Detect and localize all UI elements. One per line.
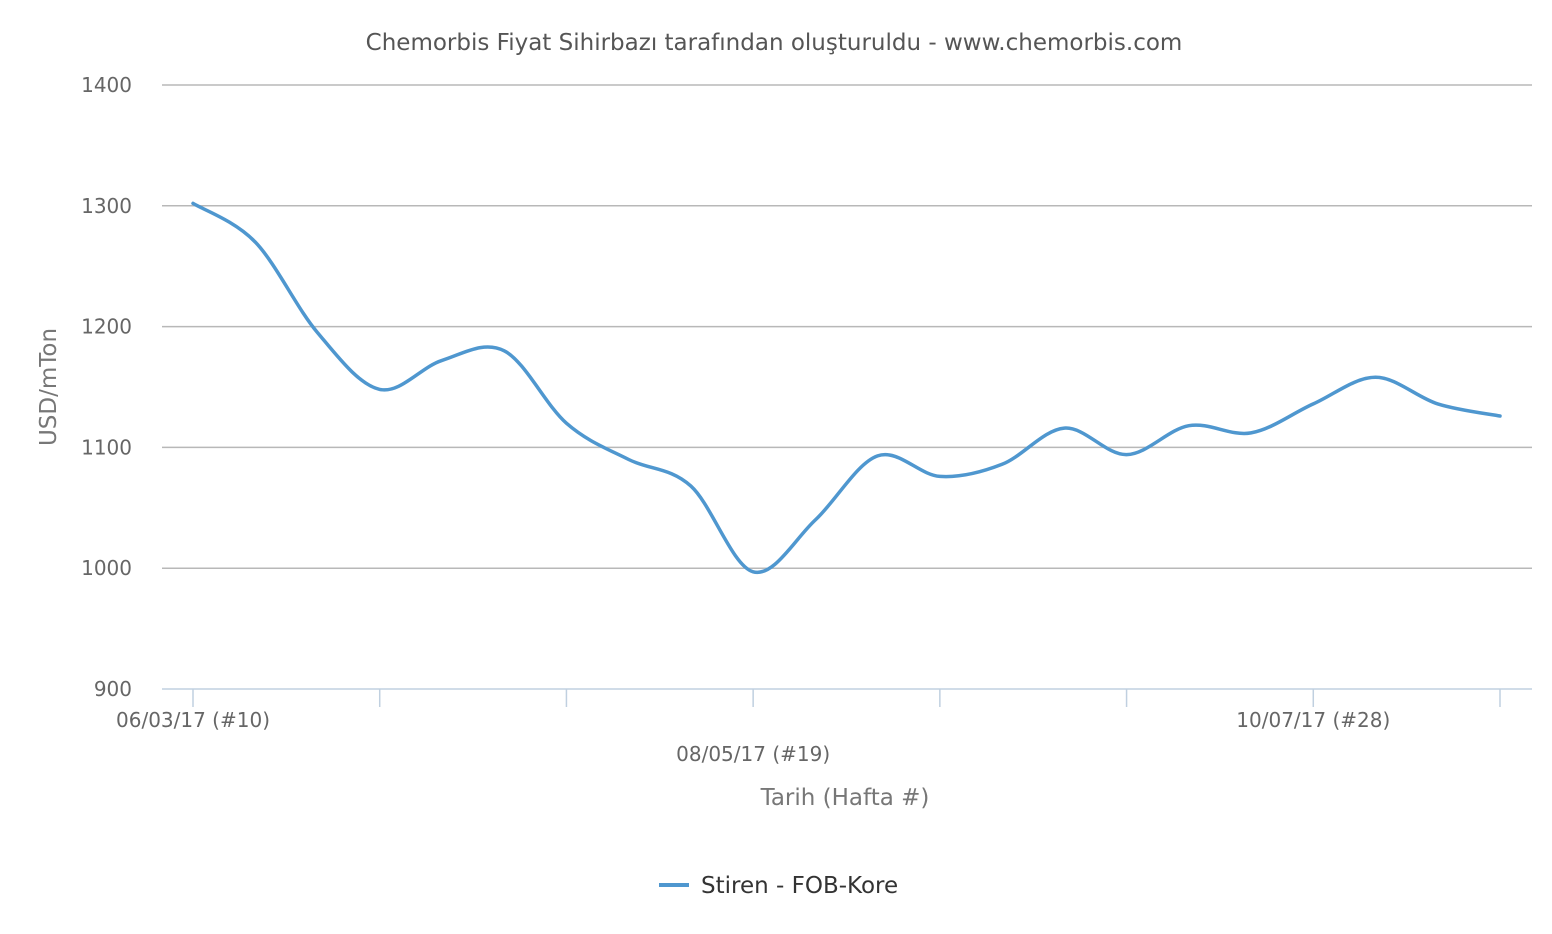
legend-label: Stiren - FOB-Kore (701, 873, 898, 899)
y-tick-label-1100: 1100 (81, 435, 132, 459)
data-point[interactable] (1366, 367, 1386, 387)
x-axis-ticks (192, 689, 1501, 707)
data-point[interactable] (992, 454, 1012, 474)
data-point[interactable] (619, 449, 639, 469)
x-tick-label: 06/03/17 (#10) (116, 708, 270, 732)
data-point[interactable] (1428, 394, 1448, 414)
x-tick-label: 08/05/17 (#19) (676, 742, 830, 766)
series-line-stiren-fob-kore[interactable] (191, 201, 1502, 574)
data-point[interactable] (1241, 423, 1261, 443)
data-point[interactable] (1054, 418, 1074, 438)
data-point[interactable] (556, 413, 576, 433)
y-tick-label-1300: 1300 (81, 194, 132, 218)
data-point[interactable] (805, 510, 825, 530)
data-point[interactable] (494, 341, 514, 361)
y-axis-tick-labels: 900 1000 1100 1200 1300 1400 (81, 73, 132, 701)
y-axis-title: USD/mTon (36, 328, 62, 446)
x-axis-title: Tarih (Hafta #) (760, 785, 930, 811)
data-point[interactable] (681, 476, 701, 496)
y-tick-label-1000: 1000 (81, 556, 132, 580)
legend[interactable]: Stiren - FOB-Kore (659, 873, 898, 899)
data-point[interactable] (432, 350, 452, 370)
data-point[interactable] (370, 379, 390, 399)
y-tick-label-1200: 1200 (81, 315, 132, 339)
data-point[interactable] (1490, 406, 1510, 426)
data-point[interactable] (743, 562, 763, 582)
data-point[interactable] (868, 446, 888, 466)
data-point[interactable] (1179, 416, 1199, 436)
y-tick-label-1400: 1400 (81, 73, 132, 97)
x-axis-tick-labels: 06/03/17 (#10) 08/05/17 (#19) 10/07/17 (#2… (116, 708, 1390, 766)
data-point[interactable] (183, 193, 203, 213)
data-point[interactable] (307, 323, 327, 343)
data-point[interactable] (1303, 394, 1323, 414)
data-point[interactable] (1117, 445, 1137, 465)
data-point[interactable] (245, 232, 265, 252)
x-tick-label: 10/07/17 (#28) (1236, 708, 1390, 732)
y-tick-label-900: 900 (94, 677, 132, 701)
series-layer (183, 193, 1510, 582)
gridlines (162, 84, 1532, 569)
data-point[interactable] (930, 466, 950, 486)
chart-title: Chemorbis Fiyat Sihirbazı tarafından olu… (366, 30, 1183, 56)
